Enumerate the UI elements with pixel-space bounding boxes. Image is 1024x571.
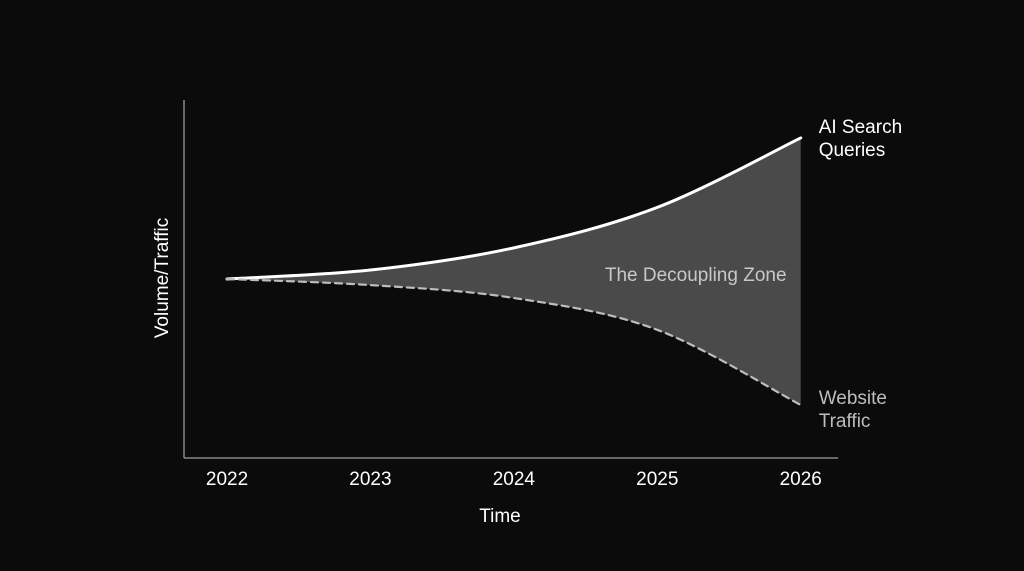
x-tick-label: 2026 (780, 469, 822, 490)
series-line (225, 136, 803, 281)
y-axis-label: Volume/Traffic (152, 218, 173, 338)
series-label: AI Search Queries (818, 116, 903, 161)
x-tick-label: 2023 (349, 469, 391, 490)
series-label: Website Traffic (818, 388, 887, 433)
decoupling-area (227, 137, 801, 406)
x-tick-label: 2025 (636, 469, 678, 490)
annotation: The Decoupling Zone (605, 265, 787, 286)
x-tick-label: 2022 (206, 469, 248, 490)
x-tick-label: 2024 (493, 469, 536, 490)
x-axis-label: Time (479, 506, 521, 527)
series-line (225, 277, 802, 407)
